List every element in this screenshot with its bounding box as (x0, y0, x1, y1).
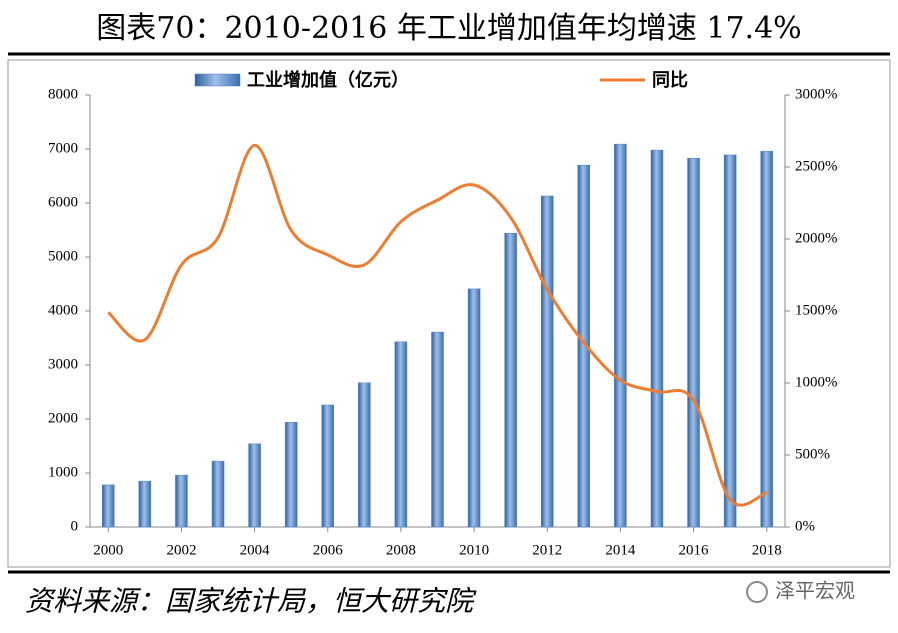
bar (321, 404, 335, 528)
y-tick-label: 1000 (48, 464, 78, 480)
x-tick-label: 2012 (532, 542, 562, 558)
x-tick-label: 2010 (459, 542, 489, 558)
x-tick-label: 2014 (605, 542, 636, 558)
bar (248, 443, 261, 528)
y-tick-label: 0 (71, 518, 79, 534)
x-tick-label: 2016 (679, 542, 710, 558)
legend-swatch (194, 73, 241, 87)
y-tick-label: 5000 (48, 248, 78, 264)
bar (540, 195, 554, 528)
y2-tick-label: 0% (795, 518, 815, 534)
y2-tick-label: 2500% (795, 158, 838, 174)
bar (211, 460, 225, 528)
line (107, 143, 768, 507)
bar (504, 232, 517, 528)
x-tick-label: 2018 (752, 542, 782, 558)
bar (687, 157, 700, 528)
y2-tick-label: 3000% (795, 86, 838, 102)
watermark: 泽平宏观 (775, 579, 855, 603)
y-tick-label: 4000 (48, 302, 78, 318)
x-tick-label: 2002 (166, 542, 196, 558)
y-tick-label: 2000 (48, 410, 78, 426)
y2-tick-label: 2000% (795, 230, 838, 246)
x-tick-label: 2000 (93, 542, 123, 558)
bar (358, 382, 371, 528)
bar (102, 484, 115, 528)
bar (284, 421, 298, 528)
chart-frame (7, 59, 891, 568)
y-tick-label: 6000 (48, 194, 78, 210)
y2-tick-label: 1000% (795, 374, 838, 390)
chart-title: 图表70：2010-2016 年工业增加值年均增速 17.4% (96, 11, 801, 46)
bar (467, 288, 481, 528)
bar (760, 150, 773, 528)
x-tick-label: 2008 (386, 542, 416, 558)
bar (138, 480, 152, 528)
x-tick-label: 2006 (313, 542, 344, 558)
bar (577, 164, 591, 528)
bar (175, 474, 188, 528)
bar (650, 149, 664, 528)
y-tick-label: 3000 (48, 356, 78, 372)
bar (614, 143, 627, 528)
bar (723, 154, 737, 528)
watermark-icon (746, 581, 768, 603)
legend-label: 工业增加值（亿元） (247, 69, 409, 91)
y-tick-label: 7000 (48, 140, 78, 156)
legend-label: 同比 (652, 70, 688, 91)
source: 资料来源：国家统计局，恒大研究院 (25, 585, 477, 618)
y2-tick-label: 500% (795, 446, 830, 462)
x-tick-label: 2004 (240, 542, 271, 558)
y2-tick-label: 1500% (795, 302, 838, 318)
bar (394, 341, 408, 528)
y-tick-label: 8000 (48, 86, 78, 102)
bar (431, 331, 444, 528)
